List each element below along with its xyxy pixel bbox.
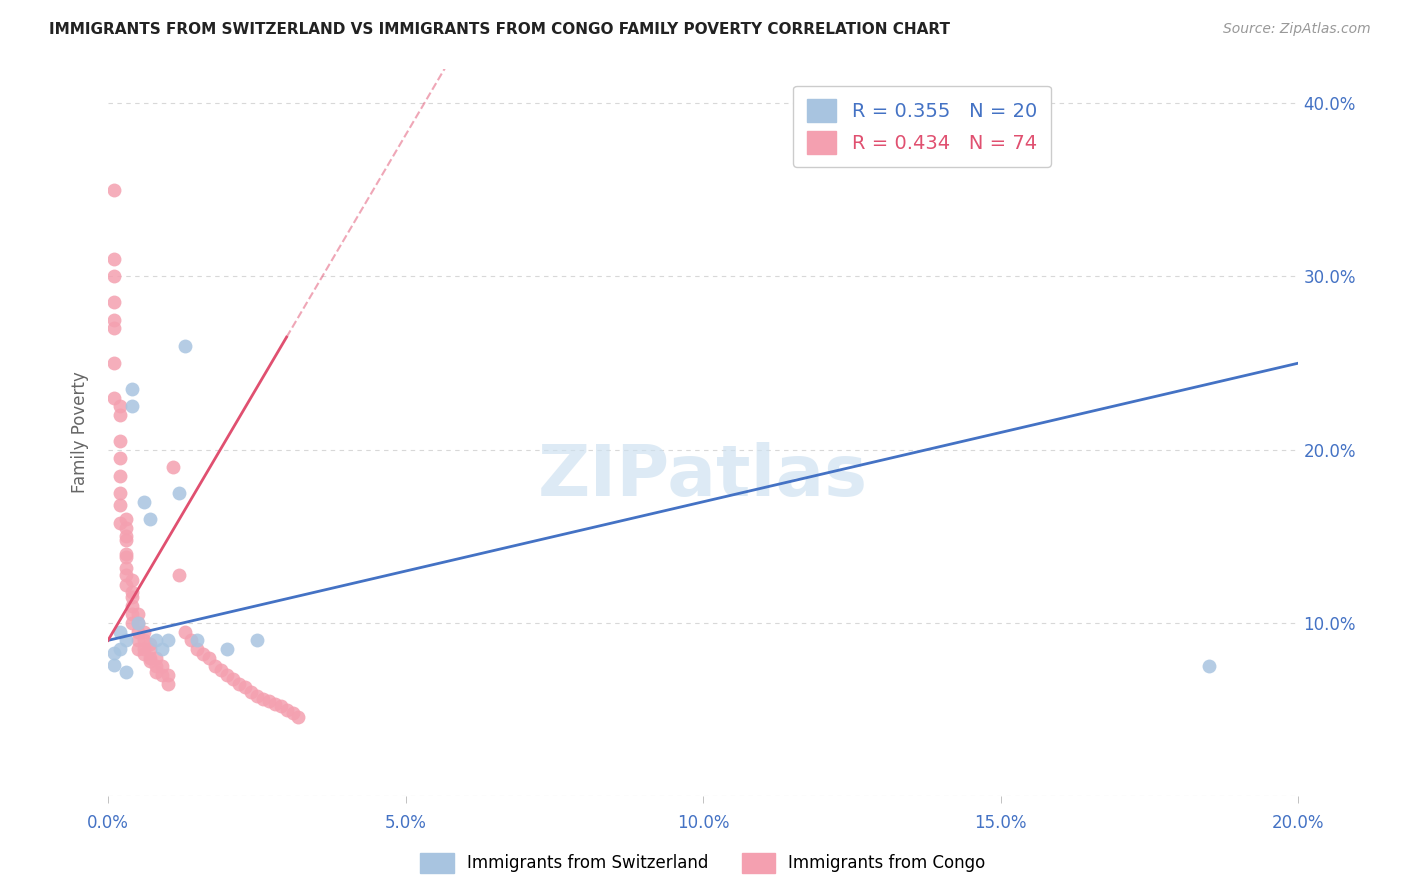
Point — [108, 400, 131, 414]
Point — [252, 692, 274, 706]
Text: IMMIGRANTS FROM SWITZERLAND VS IMMIGRANTS FROM CONGO FAMILY POVERTY CORRELATION : IMMIGRANTS FROM SWITZERLAND VS IMMIGRANT… — [49, 22, 950, 37]
Point — [108, 642, 131, 657]
Point — [193, 647, 215, 661]
Point — [115, 521, 138, 535]
Point — [198, 650, 221, 665]
Point — [287, 709, 309, 723]
Point — [138, 512, 160, 526]
Point — [281, 706, 304, 721]
Point — [169, 486, 191, 500]
Point — [103, 646, 125, 660]
Point — [138, 637, 160, 651]
Point — [215, 668, 238, 682]
Point — [263, 698, 285, 712]
Text: Source: ZipAtlas.com: Source: ZipAtlas.com — [1223, 22, 1371, 37]
Point — [115, 633, 138, 648]
Point — [209, 663, 232, 677]
Point — [156, 668, 179, 682]
Point — [156, 633, 179, 648]
Point — [132, 494, 155, 508]
Point — [115, 665, 138, 679]
Point — [121, 607, 143, 622]
Point — [228, 676, 250, 690]
Point — [246, 689, 269, 703]
Point — [145, 650, 167, 665]
Point — [215, 642, 238, 657]
Point — [108, 516, 131, 530]
Point — [127, 624, 149, 639]
Point — [127, 607, 149, 622]
Point — [103, 252, 125, 267]
Point — [132, 633, 155, 648]
Point — [115, 547, 138, 561]
Point — [132, 642, 155, 657]
Point — [174, 624, 197, 639]
Legend: Immigrants from Switzerland, Immigrants from Congo: Immigrants from Switzerland, Immigrants … — [413, 847, 993, 880]
Point — [103, 321, 125, 335]
Point — [132, 647, 155, 661]
Point — [222, 672, 245, 686]
Legend: R = 0.355   N = 20, R = 0.434   N = 74: R = 0.355 N = 20, R = 0.434 N = 74 — [793, 86, 1050, 168]
Point — [180, 633, 202, 648]
Point — [121, 573, 143, 587]
Point — [121, 382, 143, 396]
Point — [162, 460, 184, 475]
Point — [115, 560, 138, 574]
Point — [174, 339, 197, 353]
Y-axis label: Family Poverty: Family Poverty — [72, 372, 89, 493]
Point — [103, 657, 125, 672]
Point — [103, 269, 125, 284]
Point — [138, 650, 160, 665]
Point — [108, 468, 131, 483]
Point — [121, 585, 143, 599]
Point — [150, 659, 173, 673]
Point — [103, 295, 125, 310]
Point — [233, 680, 256, 694]
Point — [132, 624, 155, 639]
Point — [204, 659, 226, 673]
Point — [145, 659, 167, 673]
Point — [103, 391, 125, 405]
Point — [121, 590, 143, 604]
Point — [239, 685, 262, 699]
Point — [127, 633, 149, 648]
Point — [108, 486, 131, 500]
Point — [270, 699, 292, 714]
Point — [103, 356, 125, 370]
Point — [246, 633, 269, 648]
Point — [138, 654, 160, 668]
Point — [145, 633, 167, 648]
Point — [115, 529, 138, 543]
Point — [127, 615, 149, 630]
Point — [145, 665, 167, 679]
Point — [115, 567, 138, 582]
Point — [121, 615, 143, 630]
Point — [138, 642, 160, 657]
Point — [103, 183, 125, 197]
Point — [150, 642, 173, 657]
Point — [127, 642, 149, 657]
Point — [276, 703, 298, 717]
Point — [186, 642, 208, 657]
Point — [121, 599, 143, 613]
Point — [108, 434, 131, 449]
Point — [115, 533, 138, 547]
Point — [115, 512, 138, 526]
Point — [127, 615, 149, 630]
Point — [257, 694, 280, 708]
Point — [108, 408, 131, 422]
Point — [108, 624, 131, 639]
Point — [103, 313, 125, 327]
Point — [115, 550, 138, 565]
Point — [108, 451, 131, 466]
Point — [108, 498, 131, 512]
Point — [156, 676, 179, 690]
Point — [115, 578, 138, 592]
Point — [121, 400, 143, 414]
Point — [150, 668, 173, 682]
Point — [186, 633, 208, 648]
Point — [169, 567, 191, 582]
Point — [1198, 659, 1220, 673]
Text: ZIPatlas: ZIPatlas — [538, 442, 869, 510]
